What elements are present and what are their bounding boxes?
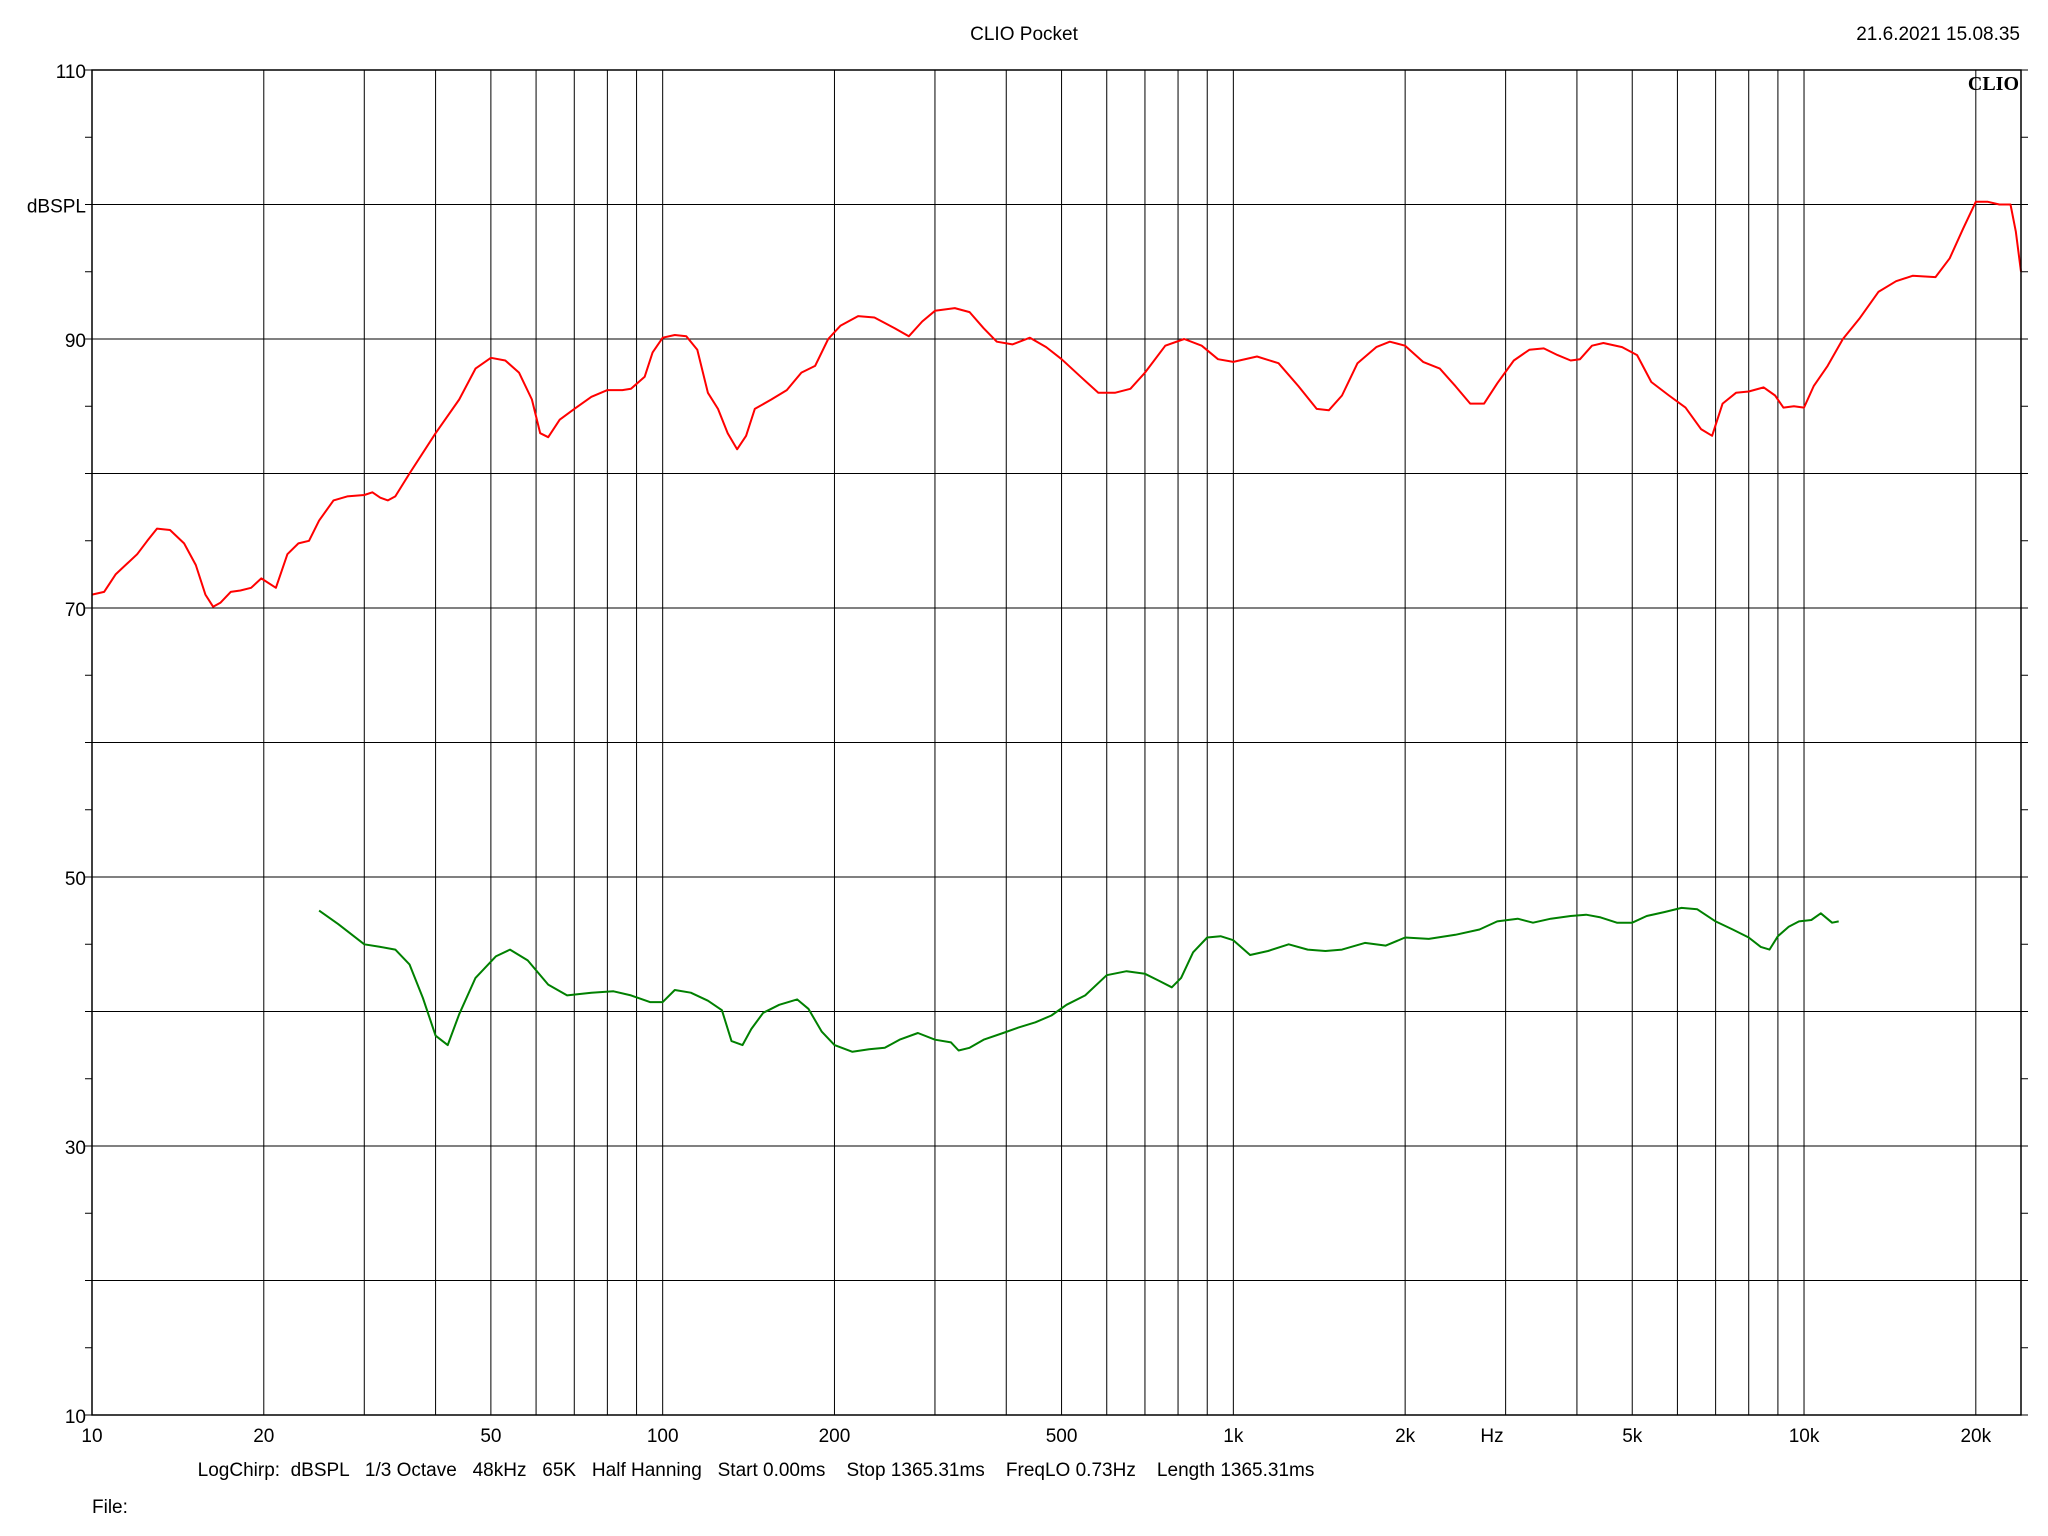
x-tick-label: 200 [819, 1426, 851, 1447]
clio-logo: CLIO [1968, 73, 2019, 95]
x-tick-label: 2k [1395, 1426, 1416, 1447]
y-tick-label: 30 [65, 1138, 86, 1159]
chart-title: CLIO Pocket [970, 24, 1078, 45]
y-tick-label: 10 [65, 1407, 86, 1428]
x-tick-label: 10k [1789, 1426, 1820, 1447]
x-tick-label: 20 [253, 1426, 274, 1447]
x-tick-label: 1k [1223, 1426, 1244, 1447]
series-lines [91, 200, 2022, 1053]
x-tick-label: 5k [1622, 1426, 1643, 1447]
y-tick-label: 90 [65, 331, 86, 352]
x-tick-label: 500 [1046, 1426, 1078, 1447]
timestamp: 21.6.2021 15.08.35 [1856, 24, 2020, 45]
x-axis-label: Hz [1480, 1426, 1503, 1447]
y-tick-label: 110 [56, 62, 86, 83]
measurement-settings: LogChirp: dBSPL 1/3 Octave 48kHz 65K Hal… [197, 1460, 1315, 1481]
y-tick-label: 50 [65, 869, 86, 890]
plot-frame [91, 69, 2022, 1416]
file-label: File: [92, 1497, 128, 1518]
tick-labels: 10 20 50 100 200 500 1k 2k 5k 10k 20k 110 90 70 50 30 10 [56, 62, 1992, 1447]
y-axis-label: dBSPL [27, 197, 86, 218]
y-tick-label: 70 [65, 600, 86, 621]
series-line-2 [318, 906, 1839, 1053]
x-tick-label: 10 [81, 1426, 102, 1447]
x-tick-label: 100 [647, 1426, 679, 1447]
grid-lines [85, 69, 2028, 1416]
x-tick-label: 20k [1960, 1426, 1991, 1447]
x-tick-label: 50 [480, 1426, 501, 1447]
series-line-1 [91, 200, 2022, 608]
